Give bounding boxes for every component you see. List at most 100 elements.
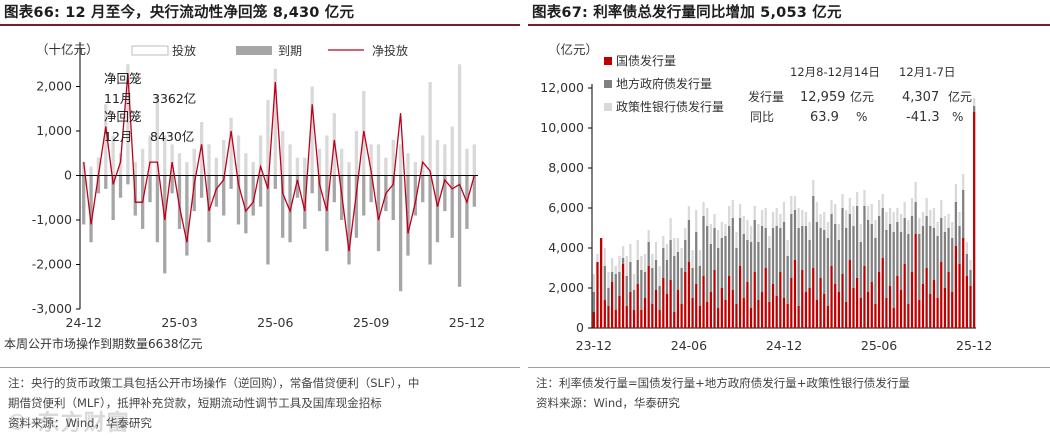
treasury-bar <box>812 268 815 328</box>
policy-bank-bar <box>907 220 910 234</box>
local-gov-bar <box>958 226 961 264</box>
treasury-bar <box>757 300 760 328</box>
injection-bar <box>406 153 410 176</box>
injection-bar <box>244 153 248 176</box>
legend-swatch <box>604 80 612 88</box>
policy-bank-bar <box>673 238 676 256</box>
treasury-bar <box>925 268 928 328</box>
treasury-bar <box>764 268 767 328</box>
treasury-bar <box>819 278 822 328</box>
x-tick-label: 25-12 <box>449 315 485 330</box>
maturity-bar <box>421 175 425 203</box>
left-note-line: 注：央行的货币政策工具包括公开市场操作（逆回购），常备借贷便利（SLF），中 <box>8 376 420 390</box>
table-col2-header: 12月1-7日 <box>899 65 955 79</box>
policy-bank-bar <box>925 198 928 216</box>
policy-bank-bar <box>610 258 614 272</box>
maturity-bar <box>413 175 418 216</box>
legend-swatch-injection <box>131 45 169 56</box>
maturity-bar <box>214 175 219 207</box>
annotation-text: 净回笼 <box>104 71 142 86</box>
injection-bar <box>96 157 101 176</box>
local-gov-bar <box>823 230 826 294</box>
treasury-bar <box>621 264 625 328</box>
right-source-line: 资料来源：Wind，华泰研究 <box>536 396 680 410</box>
maturity-bar <box>376 175 381 252</box>
local-gov-bar <box>713 228 716 270</box>
policy-bank-bar <box>896 208 899 222</box>
treasury-bar <box>728 276 731 328</box>
maturity-bar <box>236 175 241 225</box>
policy-bank-bar <box>768 236 771 248</box>
policy-bank-bar <box>662 236 665 248</box>
policy-bank-bar <box>834 204 837 224</box>
treasury-bar <box>965 276 968 328</box>
policy-bank-bar <box>596 254 599 262</box>
treasury-bar <box>709 292 712 328</box>
treasury-bar <box>918 300 921 328</box>
treasury-bar <box>932 280 936 328</box>
local-gov-bar <box>870 224 873 282</box>
injection-bar <box>258 135 263 176</box>
y-tick-label: 1,000 <box>36 123 72 138</box>
injection-bar <box>354 131 359 176</box>
treasury-bar <box>936 298 939 328</box>
treasury-bar <box>866 292 870 328</box>
local-gov-bar <box>947 228 950 272</box>
treasury-bar <box>665 294 669 328</box>
local-gov-bar <box>764 228 767 268</box>
local-gov-bar <box>848 214 851 260</box>
policy-bank-bar <box>757 224 760 242</box>
local-gov-bar <box>925 216 928 268</box>
local-gov-bar <box>841 208 844 274</box>
maturity-bar <box>391 175 395 220</box>
policy-bank-bar <box>918 218 921 234</box>
policy-bank-bar <box>695 210 698 232</box>
treasury-bar <box>647 266 650 328</box>
policy-bank-bar <box>676 238 680 252</box>
treasury-bar <box>826 306 830 328</box>
maturity-bar <box>428 175 432 265</box>
local-gov-bar <box>834 224 837 284</box>
policy-bank-bar <box>771 212 775 228</box>
local-gov-bar <box>742 234 745 298</box>
policy-bank-bar <box>731 200 734 218</box>
local-gov-bar <box>826 238 830 306</box>
policy-bank-bar <box>965 242 968 254</box>
policy-bank-bar <box>899 214 903 232</box>
policy-bank-bar <box>647 230 650 242</box>
maturity-bar <box>244 175 248 234</box>
local-gov-bar <box>863 206 866 266</box>
local-gov-bar <box>651 268 654 304</box>
annotation-text: 11月 <box>104 91 132 106</box>
injection-bar <box>82 162 86 176</box>
table-row1-label: 发行量 <box>748 89 784 104</box>
y-tick-label: -1,000 <box>32 212 72 227</box>
local-gov-bar <box>640 270 643 310</box>
policy-bank-bar <box>888 208 892 224</box>
treasury-bar <box>596 262 599 328</box>
y-unit-label: （十亿元） <box>36 42 99 57</box>
local-gov-bar <box>771 228 775 284</box>
policy-bank-bar <box>790 196 793 214</box>
injection-bar <box>104 104 108 176</box>
treasury-bar <box>852 288 855 328</box>
local-gov-bar <box>592 292 595 312</box>
x-tick-label: 25-09 <box>353 315 389 330</box>
left-legend: 投放 到期 净投放 <box>131 43 408 58</box>
maturity-bar <box>450 175 454 238</box>
treasury-bar <box>921 284 925 328</box>
policy-bank-bar <box>793 196 797 210</box>
local-gov-bar <box>753 220 756 272</box>
policy-bank-bar <box>720 222 723 238</box>
treasury-bar <box>636 284 639 328</box>
y-tick-label: 8,000 <box>548 160 584 175</box>
local-gov-bar <box>943 232 947 288</box>
legend-label-injection: 投放 <box>172 43 196 58</box>
injection-bar <box>155 95 160 176</box>
policy-bank-bar <box>973 98 976 106</box>
policy-bank-bar <box>764 208 767 228</box>
local-gov-bar <box>819 228 822 278</box>
treasury-bar <box>804 292 808 328</box>
injection-bar <box>163 135 167 176</box>
